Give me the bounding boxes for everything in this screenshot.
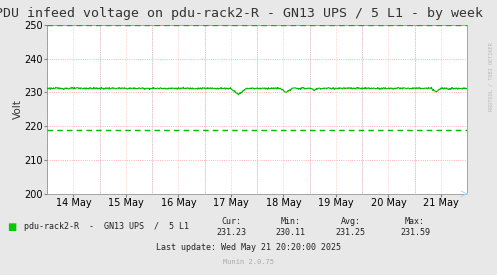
Text: 230.11: 230.11 — [276, 228, 306, 237]
Y-axis label: Volt: Volt — [13, 99, 23, 119]
Text: Last update: Wed May 21 20:20:00 2025: Last update: Wed May 21 20:20:00 2025 — [156, 243, 341, 252]
Text: PDU infeed voltage on pdu-rack2-R - GN13 UPS / 5 L1 - by week: PDU infeed voltage on pdu-rack2-R - GN13… — [0, 7, 483, 20]
Text: Cur:: Cur: — [221, 217, 241, 226]
Text: 231.25: 231.25 — [335, 228, 365, 237]
Text: 231.23: 231.23 — [216, 228, 246, 237]
Text: ■: ■ — [7, 222, 17, 232]
Text: RRDTOOL / TOBI OETIKER: RRDTOOL / TOBI OETIKER — [489, 43, 494, 111]
Text: Max:: Max: — [405, 217, 425, 226]
Text: Munin 2.0.75: Munin 2.0.75 — [223, 259, 274, 265]
Text: 231.59: 231.59 — [400, 228, 430, 237]
Text: Avg:: Avg: — [340, 217, 360, 226]
Text: pdu-rack2-R  -  GN13 UPS  /  5 L1: pdu-rack2-R - GN13 UPS / 5 L1 — [24, 222, 189, 231]
Text: Min:: Min: — [281, 217, 301, 226]
